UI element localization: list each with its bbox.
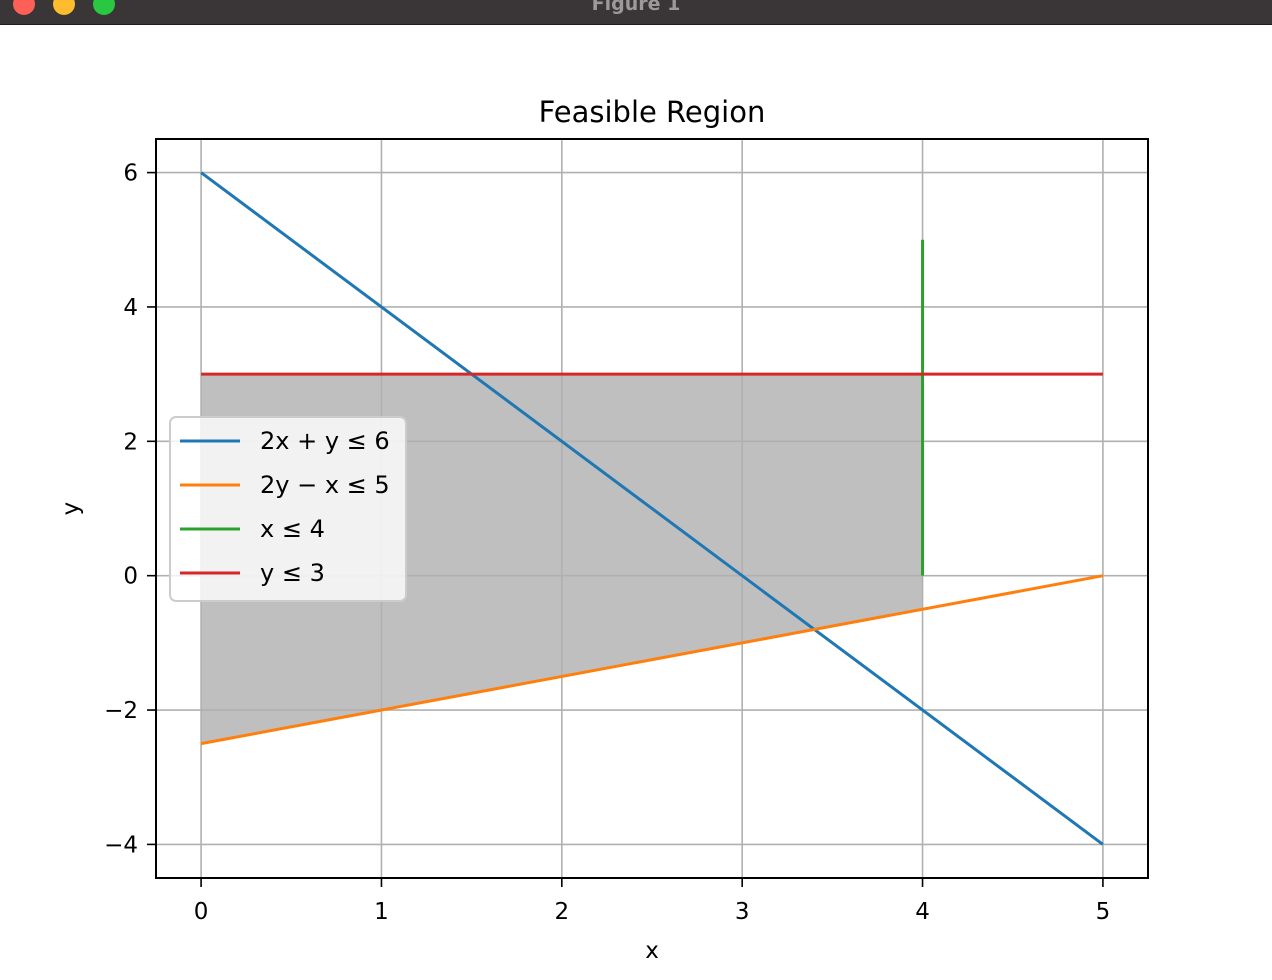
chart-title: Feasible Region	[539, 95, 766, 129]
y-axis-label: y	[58, 502, 84, 516]
x-tick-label: 2	[554, 899, 569, 925]
minimize-window-button[interactable]	[53, 0, 75, 15]
legend-label: y ≤ 3	[260, 559, 325, 587]
series-line-2	[200, 574, 1104, 746]
x-tick-label: 1	[374, 899, 389, 925]
legend-label: 2x + y ≤ 6	[260, 427, 390, 455]
x-tick-label: 4	[915, 899, 930, 925]
close-window-button[interactable]	[13, 0, 35, 15]
axes-frame	[155, 138, 1149, 879]
legend-label: 2y − x ≤ 5	[260, 471, 390, 499]
legend-box	[169, 416, 407, 602]
x-tick-label: 0	[194, 899, 209, 925]
maximize-window-button[interactable]	[93, 0, 115, 15]
y-tick-label: −2	[104, 698, 138, 724]
legend: 2x + y ≤ 6 2y − x ≤ 5 x ≤ 4 y ≤ 3	[169, 416, 407, 602]
window-titlebar: Figure 1	[0, 0, 1272, 25]
y-tick-label: 2	[123, 429, 138, 455]
y-tick-label: −4	[104, 832, 138, 858]
y-tick-label: 4	[123, 295, 138, 321]
series-line-1	[200, 171, 1104, 846]
x-tick-label: 5	[1096, 899, 1111, 925]
y-tick-label: 0	[123, 564, 138, 590]
legend-label: x ≤ 4	[260, 515, 325, 543]
y-tick-label: 6	[123, 161, 138, 187]
window-title: Figure 1	[591, 0, 681, 15]
x-axis-label: x	[645, 938, 659, 964]
x-tick-label: 3	[735, 899, 750, 925]
